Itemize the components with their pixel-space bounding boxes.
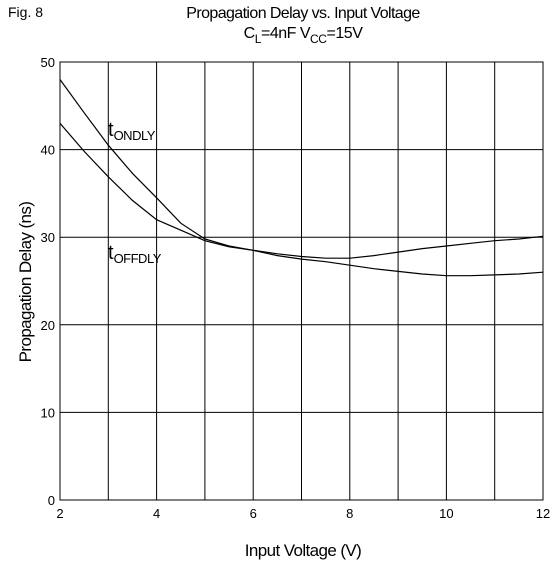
x-tick-label: 6 <box>250 506 257 521</box>
y-tick-label: 0 <box>48 493 55 508</box>
series-lines <box>59 79 544 277</box>
x-tick-label: 2 <box>56 506 63 521</box>
x-tick-label: 8 <box>346 506 353 521</box>
subtitle-cc-subscript: CC <box>310 32 327 46</box>
series-label-main: t <box>108 242 114 264</box>
chart-title: Propagation Delay vs. Input Voltage <box>186 5 420 22</box>
y-tick-label: 40 <box>41 143 55 158</box>
chart-subtitle: CL=4nF VCC=15V <box>244 25 364 46</box>
series-label-subscript: OFFDLY <box>114 251 162 266</box>
y-axis-label: Propagation Delay (ns) <box>16 202 35 363</box>
y-tick-label: 10 <box>41 405 55 420</box>
figure-label: Fig. 8 <box>8 4 43 20</box>
subtitle-mid: =4nF V <box>261 25 311 42</box>
series-line-toffdly <box>59 122 544 277</box>
grid-lines <box>60 62 543 500</box>
series-label-main: t <box>108 119 114 141</box>
tick-labels: 2 4 6 8 10 12 0 10 20 30 40 50 <box>41 55 551 521</box>
subtitle-c: C <box>244 25 255 42</box>
series-line-tondly <box>59 79 544 259</box>
x-axis-label: Input Voltage (V) <box>245 541 361 560</box>
series-label-subscript: ONDLY <box>114 128 156 143</box>
series-label-tondly: tONDLY <box>108 119 156 143</box>
x-tick-label: 12 <box>536 506 550 521</box>
y-tick-label: 30 <box>41 230 55 245</box>
x-tick-label: 4 <box>153 506 160 521</box>
series-label-toffdly: tOFFDLY <box>108 242 162 266</box>
subtitle-end: =15V <box>327 25 364 42</box>
plot-frame <box>59 61 544 501</box>
x-tick-label: 10 <box>439 506 453 521</box>
y-tick-label: 50 <box>41 55 55 70</box>
subtitle-l-subscript: L <box>255 32 262 46</box>
y-tick-label: 20 <box>41 318 55 333</box>
